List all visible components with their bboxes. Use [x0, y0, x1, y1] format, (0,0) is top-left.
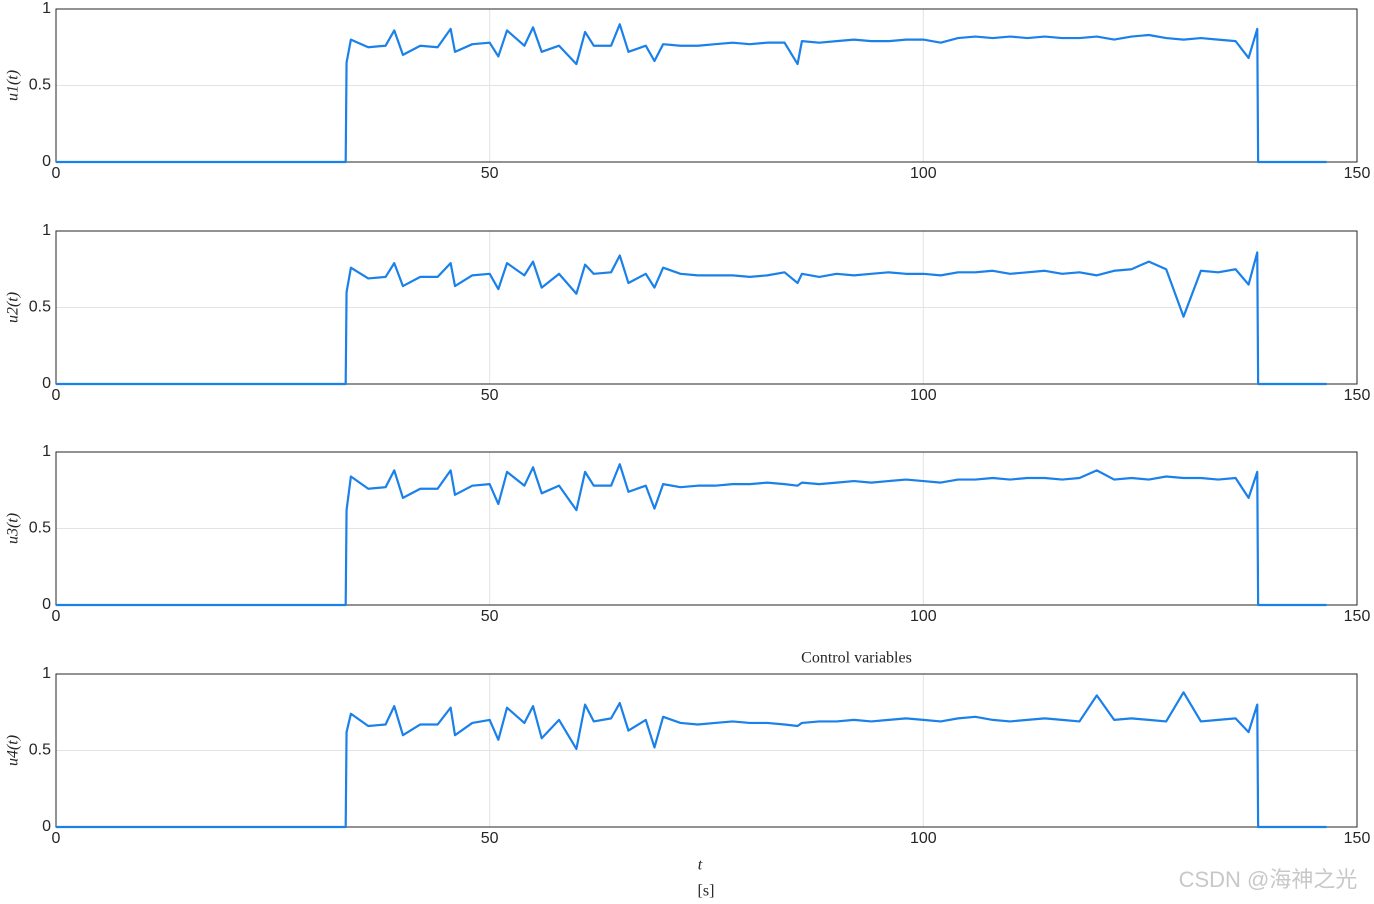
x-tick-label: 100 — [910, 830, 937, 847]
y-axis-label: u3(t) — [5, 513, 22, 544]
x-tick-label: 150 — [1344, 387, 1371, 404]
y-tick-label: 1 — [42, 0, 51, 17]
y-axis-label: u1(t) — [5, 70, 22, 101]
x-tick-label: 0 — [52, 608, 61, 625]
y-tick-label: 0 — [42, 596, 51, 613]
axes-box — [55, 673, 1358, 828]
x-tick-label: 50 — [481, 608, 499, 625]
x-tick-label: 150 — [1344, 608, 1371, 625]
x-axis-label: t — [698, 857, 703, 874]
x-tick-label: 100 — [910, 387, 937, 404]
y-tick-label: 0.5 — [29, 520, 51, 537]
axes-box — [55, 230, 1358, 385]
y-tick-label: 0 — [42, 153, 51, 170]
x-tick-label: 0 — [52, 387, 61, 404]
x-tick-label: 150 — [1344, 830, 1371, 847]
y-tick-label: 0.5 — [29, 742, 51, 759]
y-tick-label: 0 — [42, 818, 51, 835]
watermark: CSDN @海神之光 — [1179, 867, 1358, 892]
x-tick-label: 50 — [481, 165, 499, 182]
line — [56, 463, 1327, 607]
y-tick-label: 0 — [42, 375, 51, 392]
x-tick-label: 50 — [481, 830, 499, 847]
y-axis-label: u2(t) — [5, 292, 22, 323]
axes-box — [55, 8, 1358, 163]
y-tick-label: 1 — [42, 222, 51, 239]
y-axis-label: u4(t) — [5, 735, 22, 766]
axes-box — [55, 451, 1358, 606]
x-axis-unit: [s] — [698, 883, 715, 900]
x-tick-label: 150 — [1344, 165, 1371, 182]
x-tick-label: 0 — [52, 165, 61, 182]
x-tick-label: 0 — [52, 830, 61, 847]
line — [56, 251, 1327, 386]
line — [56, 691, 1327, 829]
y-tick-label: 1 — [42, 443, 51, 460]
chart-title: Control variables — [801, 650, 912, 667]
y-tick-label: 0.5 — [29, 299, 51, 316]
x-tick-label: 100 — [910, 608, 937, 625]
x-tick-label: 50 — [481, 387, 499, 404]
line — [56, 23, 1327, 164]
y-tick-label: 1 — [42, 665, 51, 682]
x-tick-label: 100 — [910, 165, 937, 182]
y-tick-label: 0.5 — [29, 77, 51, 94]
